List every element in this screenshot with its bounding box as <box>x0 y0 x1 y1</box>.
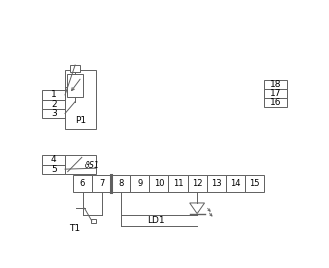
Bar <box>42 165 65 174</box>
Bar <box>264 98 287 107</box>
Text: LD1: LD1 <box>147 216 165 225</box>
Text: T1: T1 <box>69 224 80 233</box>
Bar <box>65 70 95 129</box>
Bar <box>245 175 264 192</box>
Text: 2: 2 <box>51 100 57 109</box>
Bar <box>42 99 65 109</box>
Bar <box>264 89 287 98</box>
Bar <box>207 175 226 192</box>
Text: 12: 12 <box>192 179 202 188</box>
Text: 17: 17 <box>269 89 281 98</box>
Bar <box>111 175 130 192</box>
Text: 7: 7 <box>99 179 104 188</box>
Bar <box>73 175 92 192</box>
Text: 5: 5 <box>51 165 57 174</box>
Text: 18: 18 <box>269 80 281 89</box>
Bar <box>149 175 168 192</box>
Text: 11: 11 <box>173 179 183 188</box>
Text: 10: 10 <box>154 179 164 188</box>
Text: 4: 4 <box>51 155 57 164</box>
Bar <box>65 155 95 174</box>
Text: 16: 16 <box>269 98 281 107</box>
Bar <box>130 175 149 192</box>
Bar <box>42 109 65 118</box>
Bar <box>92 175 111 192</box>
Bar <box>91 219 96 223</box>
Text: 1: 1 <box>51 90 57 99</box>
Bar <box>264 80 287 89</box>
Text: 3: 3 <box>51 109 57 118</box>
Text: P1: P1 <box>75 116 86 125</box>
Text: $\vartheta$S1: $\vartheta$S1 <box>84 159 99 170</box>
Text: 13: 13 <box>211 179 221 188</box>
Text: 8: 8 <box>118 179 123 188</box>
Bar <box>188 175 207 192</box>
Bar <box>226 175 245 192</box>
Bar <box>168 175 188 192</box>
Text: 9: 9 <box>137 179 142 188</box>
Bar <box>67 74 83 97</box>
Bar <box>42 155 65 165</box>
Bar <box>42 90 65 99</box>
Text: 15: 15 <box>249 179 260 188</box>
Text: 6: 6 <box>80 179 85 188</box>
Text: 14: 14 <box>230 179 240 188</box>
Bar <box>70 65 80 72</box>
